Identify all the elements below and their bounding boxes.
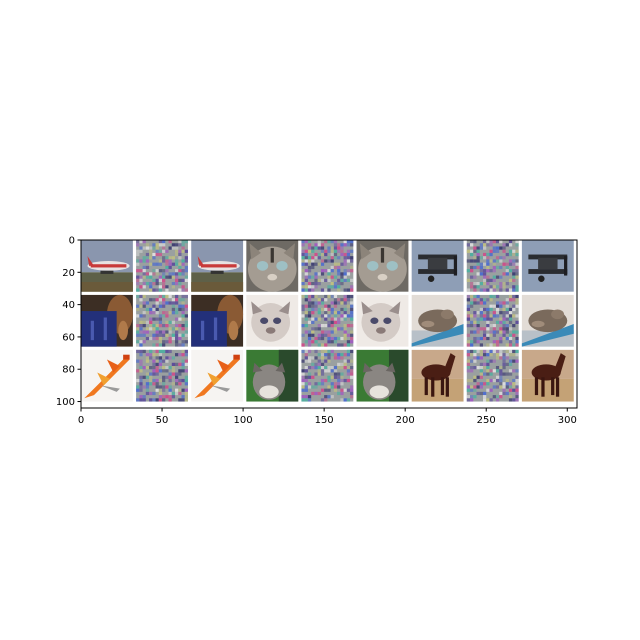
x-tick-label: 0 xyxy=(78,415,84,426)
tile-r0-c8-biplane-icon xyxy=(521,240,574,292)
tile-r1-c2-horse-blanket-icon xyxy=(191,294,244,347)
x-tick-label: 100 xyxy=(234,415,253,426)
y-tick-label: 100 xyxy=(56,397,75,408)
tile-r0-c5-cat-face-icon xyxy=(356,240,409,292)
image-grid xyxy=(81,240,574,402)
tile-r2-c7-noise-pattern xyxy=(466,349,519,402)
x-tick-label: 300 xyxy=(558,415,577,426)
x-tick-label: 200 xyxy=(396,415,415,426)
x-tick-label: 150 xyxy=(315,415,334,426)
tile-r1-c6-frog-icon xyxy=(411,294,464,347)
tile-r2-c0-orange-plane-icon xyxy=(81,349,133,402)
tile-r0-c1-noise-pattern xyxy=(136,240,188,292)
tile-r2-c4-noise-pattern xyxy=(301,349,354,402)
tile-r0-c6-biplane-icon xyxy=(411,240,464,292)
tile-r2-c1-noise-pattern xyxy=(136,349,188,402)
tile-r2-c3-tabby-cat-icon xyxy=(246,349,299,402)
tile-r1-c7-noise-pattern xyxy=(466,294,519,347)
tile-r1-c5-white-cat-icon xyxy=(356,294,409,347)
tile-r0-c2-airplane-icon xyxy=(191,240,244,292)
tile-r0-c7-noise-pattern xyxy=(466,240,519,292)
y-tick-label: 20 xyxy=(62,268,75,279)
x-tick-label: 250 xyxy=(477,415,496,426)
tile-r2-c6-brown-horse-icon xyxy=(411,349,464,402)
y-tick-label: 80 xyxy=(62,365,75,376)
y-tick-label: 60 xyxy=(62,332,75,343)
tile-r1-c3-white-cat-icon xyxy=(246,294,299,347)
tile-r1-c0-horse-blanket-icon xyxy=(81,294,133,347)
tile-r0-c0-airplane-icon xyxy=(81,240,133,292)
tile-r1-c1-noise-pattern xyxy=(136,294,188,347)
tile-r2-c2-orange-plane-icon xyxy=(191,349,244,402)
tile-r2-c8-brown-horse-icon xyxy=(521,349,574,402)
tile-r0-c4-noise-pattern xyxy=(301,240,354,292)
tile-r1-c8-frog-icon xyxy=(521,294,574,347)
tile-r0-c3-cat-face-icon xyxy=(246,240,299,292)
x-axis: 0 50 100 150 200 250 300 xyxy=(78,408,577,426)
y-tick-label: 40 xyxy=(62,300,75,311)
x-tick-label: 50 xyxy=(156,415,169,426)
y-axis: 0 20 40 60 80 100 xyxy=(56,236,81,408)
axes-frame xyxy=(80,239,578,409)
y-tick-label: 0 xyxy=(69,236,75,247)
tile-r1-c4-noise-pattern xyxy=(301,294,354,347)
tile-r2-c5-tabby-cat-icon xyxy=(356,349,409,402)
